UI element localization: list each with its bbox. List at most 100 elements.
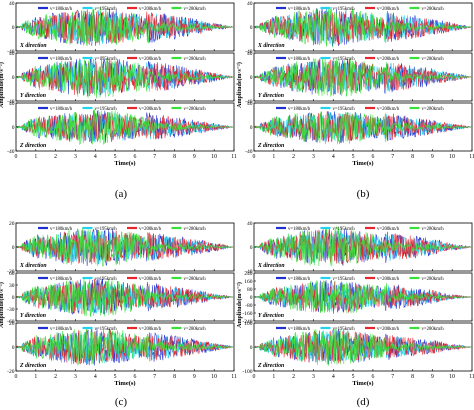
series-line-v200: [253, 281, 472, 314]
x-axis-label: Time(s): [114, 380, 135, 387]
direction-label: Y direction: [20, 93, 46, 99]
y-tick-label: 80: [247, 287, 253, 293]
legend-label: v=195km/h: [333, 7, 356, 12]
x-tick-label: 7: [153, 374, 156, 380]
direction-label: X direction: [19, 263, 47, 269]
direction-label: X direction: [257, 263, 285, 269]
y-tick-label: 40: [9, 51, 15, 57]
legend: v=180km/h v=195km/h v=200km/h v=280km/h: [38, 56, 206, 62]
x-tick-label: 5: [352, 374, 355, 380]
legend-label: v=195km/h: [333, 227, 356, 232]
legend: v=180km/h v=195km/h v=200km/h v=280km/h: [276, 226, 445, 232]
y-tick-label: 40: [247, 221, 253, 227]
series-line-v200: [15, 59, 235, 96]
legend-label: v=200km/h: [139, 227, 162, 232]
legend-label: v=280km/h: [422, 107, 445, 112]
x-tick-label: 6: [133, 154, 136, 160]
x-tick-label: 8: [411, 154, 414, 160]
series-line-v280: [15, 227, 234, 267]
y-tick-label: 60: [9, 271, 15, 277]
x-tick-label: 8: [411, 374, 414, 380]
x-tick-label: 4: [94, 374, 97, 380]
y-tick-label: 0: [250, 75, 253, 81]
x-tick-label: 3: [74, 154, 77, 160]
x-tick-label: 7: [153, 154, 156, 160]
y-tick-label: 40: [247, 1, 253, 7]
series-line-v280: [253, 328, 472, 366]
y-tick-label: 20: [9, 221, 15, 227]
y-tick-label: 0: [12, 75, 15, 81]
y-tick-label: 30: [9, 283, 15, 289]
legend-label: v=280km/h: [184, 327, 207, 332]
legend-label: v=280km/h: [422, 227, 445, 232]
legend-label: v=200km/h: [139, 57, 162, 62]
x-tick-label: 8: [173, 374, 176, 380]
legend-label: v=180km/h: [50, 107, 73, 112]
panel-3: -20 0 20 v=180km/h v=195km/h v=200km/h v=280km…: [7, 321, 235, 375]
y-tick-label: 0: [12, 25, 15, 31]
y-tick-label: -240: [242, 319, 252, 325]
y-tick-label: -40: [245, 149, 253, 155]
legend-label: v=195km/h: [95, 57, 118, 62]
y-tick-label: 40: [9, 1, 15, 7]
x-tick-label: 5: [114, 374, 117, 380]
y-tick-label: -80: [245, 303, 253, 309]
legend-label: v=195km/h: [95, 107, 118, 112]
legend-label: v=200km/h: [377, 327, 400, 332]
x-tick-label: 9: [431, 374, 434, 380]
subfigure-label: (c): [115, 396, 128, 408]
panel-3: -40 0 40 v=180km/h v=195km/h v=200km/h v=280km…: [7, 101, 235, 155]
x-axis-label: Time(s): [352, 380, 373, 387]
y-tick-label: 0: [12, 345, 15, 351]
x-tick-label: 5: [114, 154, 117, 160]
legend-label: v=200km/h: [139, 277, 162, 282]
legend-label: v=195km/h: [95, 327, 118, 332]
legend-label: v=200km/h: [139, 107, 162, 112]
y-tick-label: -40: [245, 269, 253, 275]
y-tick-label: -40: [7, 49, 15, 55]
x-tick-label: 11: [231, 374, 237, 380]
legend-label: v=195km/h: [333, 327, 356, 332]
panel-3: -100 0 100 v=180km/h v=195km/h v=200km/h v=280…: [242, 321, 473, 375]
subfigure-label: (b): [357, 188, 370, 200]
y-tick-label: 100: [244, 321, 253, 327]
legend: v=180km/h v=195km/h v=200km/h v=280km/h: [276, 106, 445, 112]
series-line-v180: [15, 109, 234, 144]
series-line-v200: [253, 59, 473, 96]
x-tick-label: 2: [54, 154, 57, 160]
legend-label: v=180km/h: [288, 227, 311, 232]
legend-label: v=195km/h: [333, 107, 356, 112]
x-tick-label: 7: [391, 154, 394, 160]
x-tick-label: 9: [193, 154, 196, 160]
series-line-v200: [15, 278, 234, 315]
x-tick-label: 2: [292, 154, 295, 160]
legend-label: v=280km/h: [184, 7, 207, 12]
legend: v=180km/h v=195km/h v=200km/h v=280km/h: [38, 326, 207, 332]
y-tick-label: -40: [245, 99, 253, 105]
y-axis-label: Amplitude(m·s⁻²): [0, 62, 5, 108]
x-tick-label: 3: [312, 374, 315, 380]
x-tick-label: 10: [211, 374, 217, 380]
x-tick-label: 0: [15, 374, 18, 380]
y-tick-label: -160: [242, 311, 252, 317]
panel-1: -40 0 40 v=180km/h v=195km/h v=200km/h v=280km…: [7, 1, 235, 55]
y-tick-label: -60: [7, 319, 15, 325]
direction-label: X direction: [19, 43, 47, 49]
y-axis-label: Amplitude(m·s⁻²): [236, 282, 243, 328]
legend-label: v=180km/h: [288, 57, 311, 62]
x-tick-label: 1: [272, 374, 275, 380]
legend-label: v=280km/h: [422, 57, 445, 62]
x-axis-label: Time(s): [352, 160, 373, 167]
y-tick-label: 240: [244, 271, 253, 277]
panel-1: -40 0 40 v=180km/h v=195km/h v=200km/h v=280km…: [245, 1, 473, 55]
series-line-v280: [15, 55, 234, 99]
x-tick-label: 10: [449, 374, 455, 380]
y-tick-label: -30: [7, 307, 15, 313]
legend-label: v=195km/h: [95, 7, 118, 12]
panel-1: -20 0 20 v=180km/h v=195km/h v=200km/h v=280km…: [7, 221, 235, 275]
direction-label: Y direction: [258, 93, 284, 99]
